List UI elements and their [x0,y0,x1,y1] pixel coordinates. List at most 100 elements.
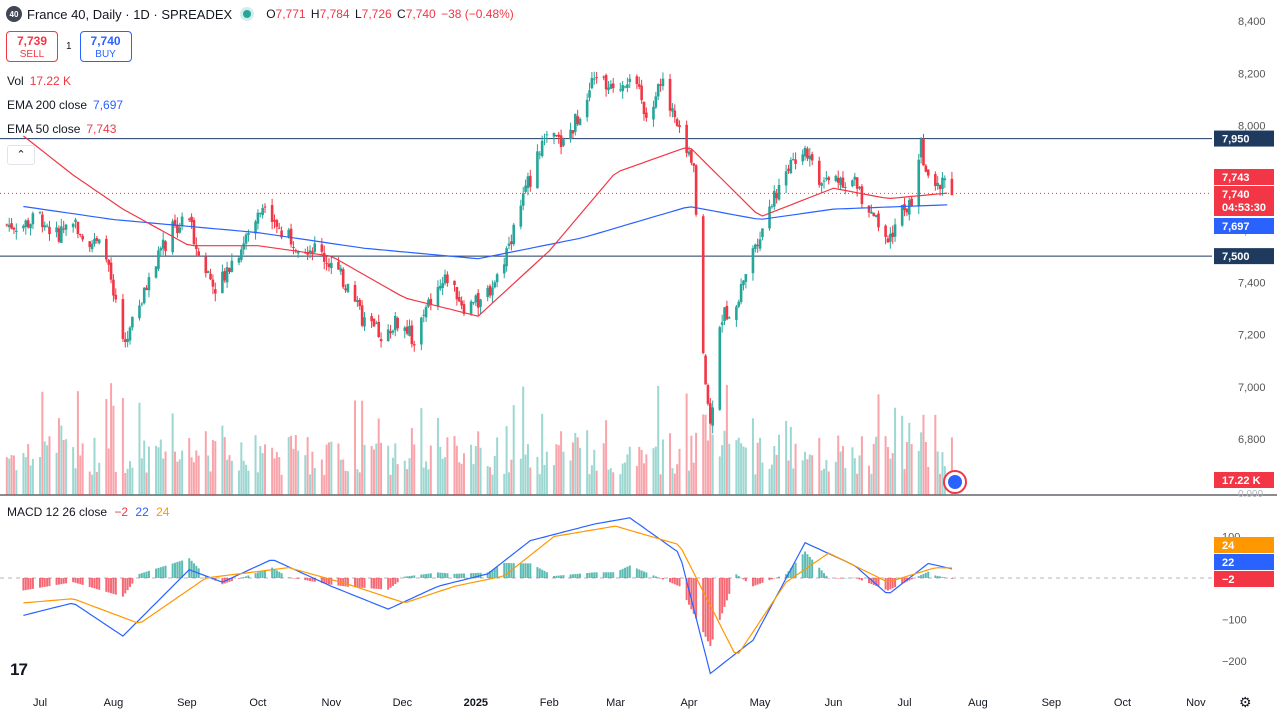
candle-body [770,206,774,208]
candle-body [526,176,530,189]
macd-hist-bar [155,568,158,578]
macd-hist-bar [794,562,797,578]
sell-button[interactable]: 7,739 SELL [6,31,58,62]
macd-hist-bar [48,578,51,587]
volume-bar [245,464,248,495]
volume-bar [290,435,293,495]
macd-hist-bar [642,571,645,578]
volume-bar [894,407,897,495]
macd-hist-bar [605,572,608,578]
macd-hist-bar [327,578,330,585]
symbol-title[interactable]: France 40, Daily · 1D · SPREADEX [27,6,233,22]
macd-hist-bar [240,577,243,579]
candle-body [353,284,357,302]
macd-hist-bar [129,578,132,587]
macd-hist-bar [444,573,447,578]
candle-body [438,285,442,289]
volume-bar [171,413,174,495]
candle-body [412,344,416,346]
chevron-up-icon[interactable]: ⌃ [7,145,35,165]
macd-hist-bar [372,578,375,589]
volume-bar [41,391,44,495]
candle-body [860,186,864,205]
macd-hist-bar [595,572,598,578]
macd-hist-bar [785,574,788,578]
market-status-icon [243,10,252,18]
volume-bar [446,437,449,495]
candle-body [258,212,262,214]
macd-hist-bar [801,554,804,578]
ema200-legend[interactable]: EMA 200 close 7,697 [7,98,124,112]
time-tick-label: Aug [104,697,124,709]
volume-bar [325,444,328,495]
candle-body [808,155,812,160]
macd-hist-bar [410,575,413,578]
macd-legend[interactable]: MACD 12 26 close −2 22 24 [7,505,170,519]
candle-body [370,316,373,322]
candle-body [718,327,722,410]
macd-hist-bar [725,578,728,601]
volume-bar [936,451,939,495]
macd-hist-bar [628,565,631,578]
candle-body [469,301,473,314]
candle-body [138,305,141,319]
macd-hist-bar [894,578,897,588]
volume-bar [922,414,925,495]
gear-icon[interactable]: ⚙ [1239,694,1252,710]
macd-hist-bar [626,566,629,578]
candle-body [557,134,561,137]
candle-body [720,322,724,325]
volume-bar [60,425,63,495]
candle-body [322,252,326,262]
volume-bar [602,443,605,495]
macd-hist-bar [105,578,108,592]
volume-bar [8,458,11,495]
macd-hist-bar [685,578,688,601]
macd-hist-bar [140,573,143,578]
volume-bar [460,463,463,495]
volume-bar [901,415,904,495]
volume-bar [358,472,361,495]
volume-bar [950,437,953,495]
candle-body [941,177,944,189]
candle-body [775,192,778,199]
macd-hist-bar [27,578,30,590]
candle-body [462,304,466,315]
macd-hist-bar [93,578,96,589]
candle-body [810,154,814,161]
ema50-legend[interactable]: EMA 50 close 7,743 [7,122,117,136]
ema50-price-label: 7,743 [1214,169,1274,185]
macd-hist-bar [711,578,714,640]
volume-bar [470,444,473,495]
candle-body [5,224,9,226]
volume-bar [389,474,392,495]
tradingview-logo[interactable]: 17 [10,660,28,679]
candle-body [126,338,129,343]
candle-body [806,148,809,159]
volume-bar [489,467,492,495]
volume-bar [176,461,179,495]
macd-hist-bar [756,578,759,585]
candle-body [429,298,433,305]
volume-bar [536,456,539,495]
candle-body [950,178,954,196]
macd-hist-bar [375,578,378,589]
volume-bar [877,394,880,495]
volume-bar [91,474,94,495]
macd-hist-bar [737,576,740,578]
candle-body [659,84,662,86]
volume-bar [174,451,177,495]
candle-body [204,256,208,274]
volume-bar [505,426,508,495]
volume-bar [178,459,181,495]
volume-bar [792,468,795,495]
macd-hist-bar [486,572,489,578]
macd-hist-bar [313,578,316,582]
candle-body [836,177,840,183]
macd-hist-bar [723,578,726,607]
volume-bar [870,473,873,495]
buy-button[interactable]: 7,740 BUY [79,31,132,62]
volume-bar [853,458,856,495]
volume-legend[interactable]: Vol 17.22 K [7,74,72,88]
